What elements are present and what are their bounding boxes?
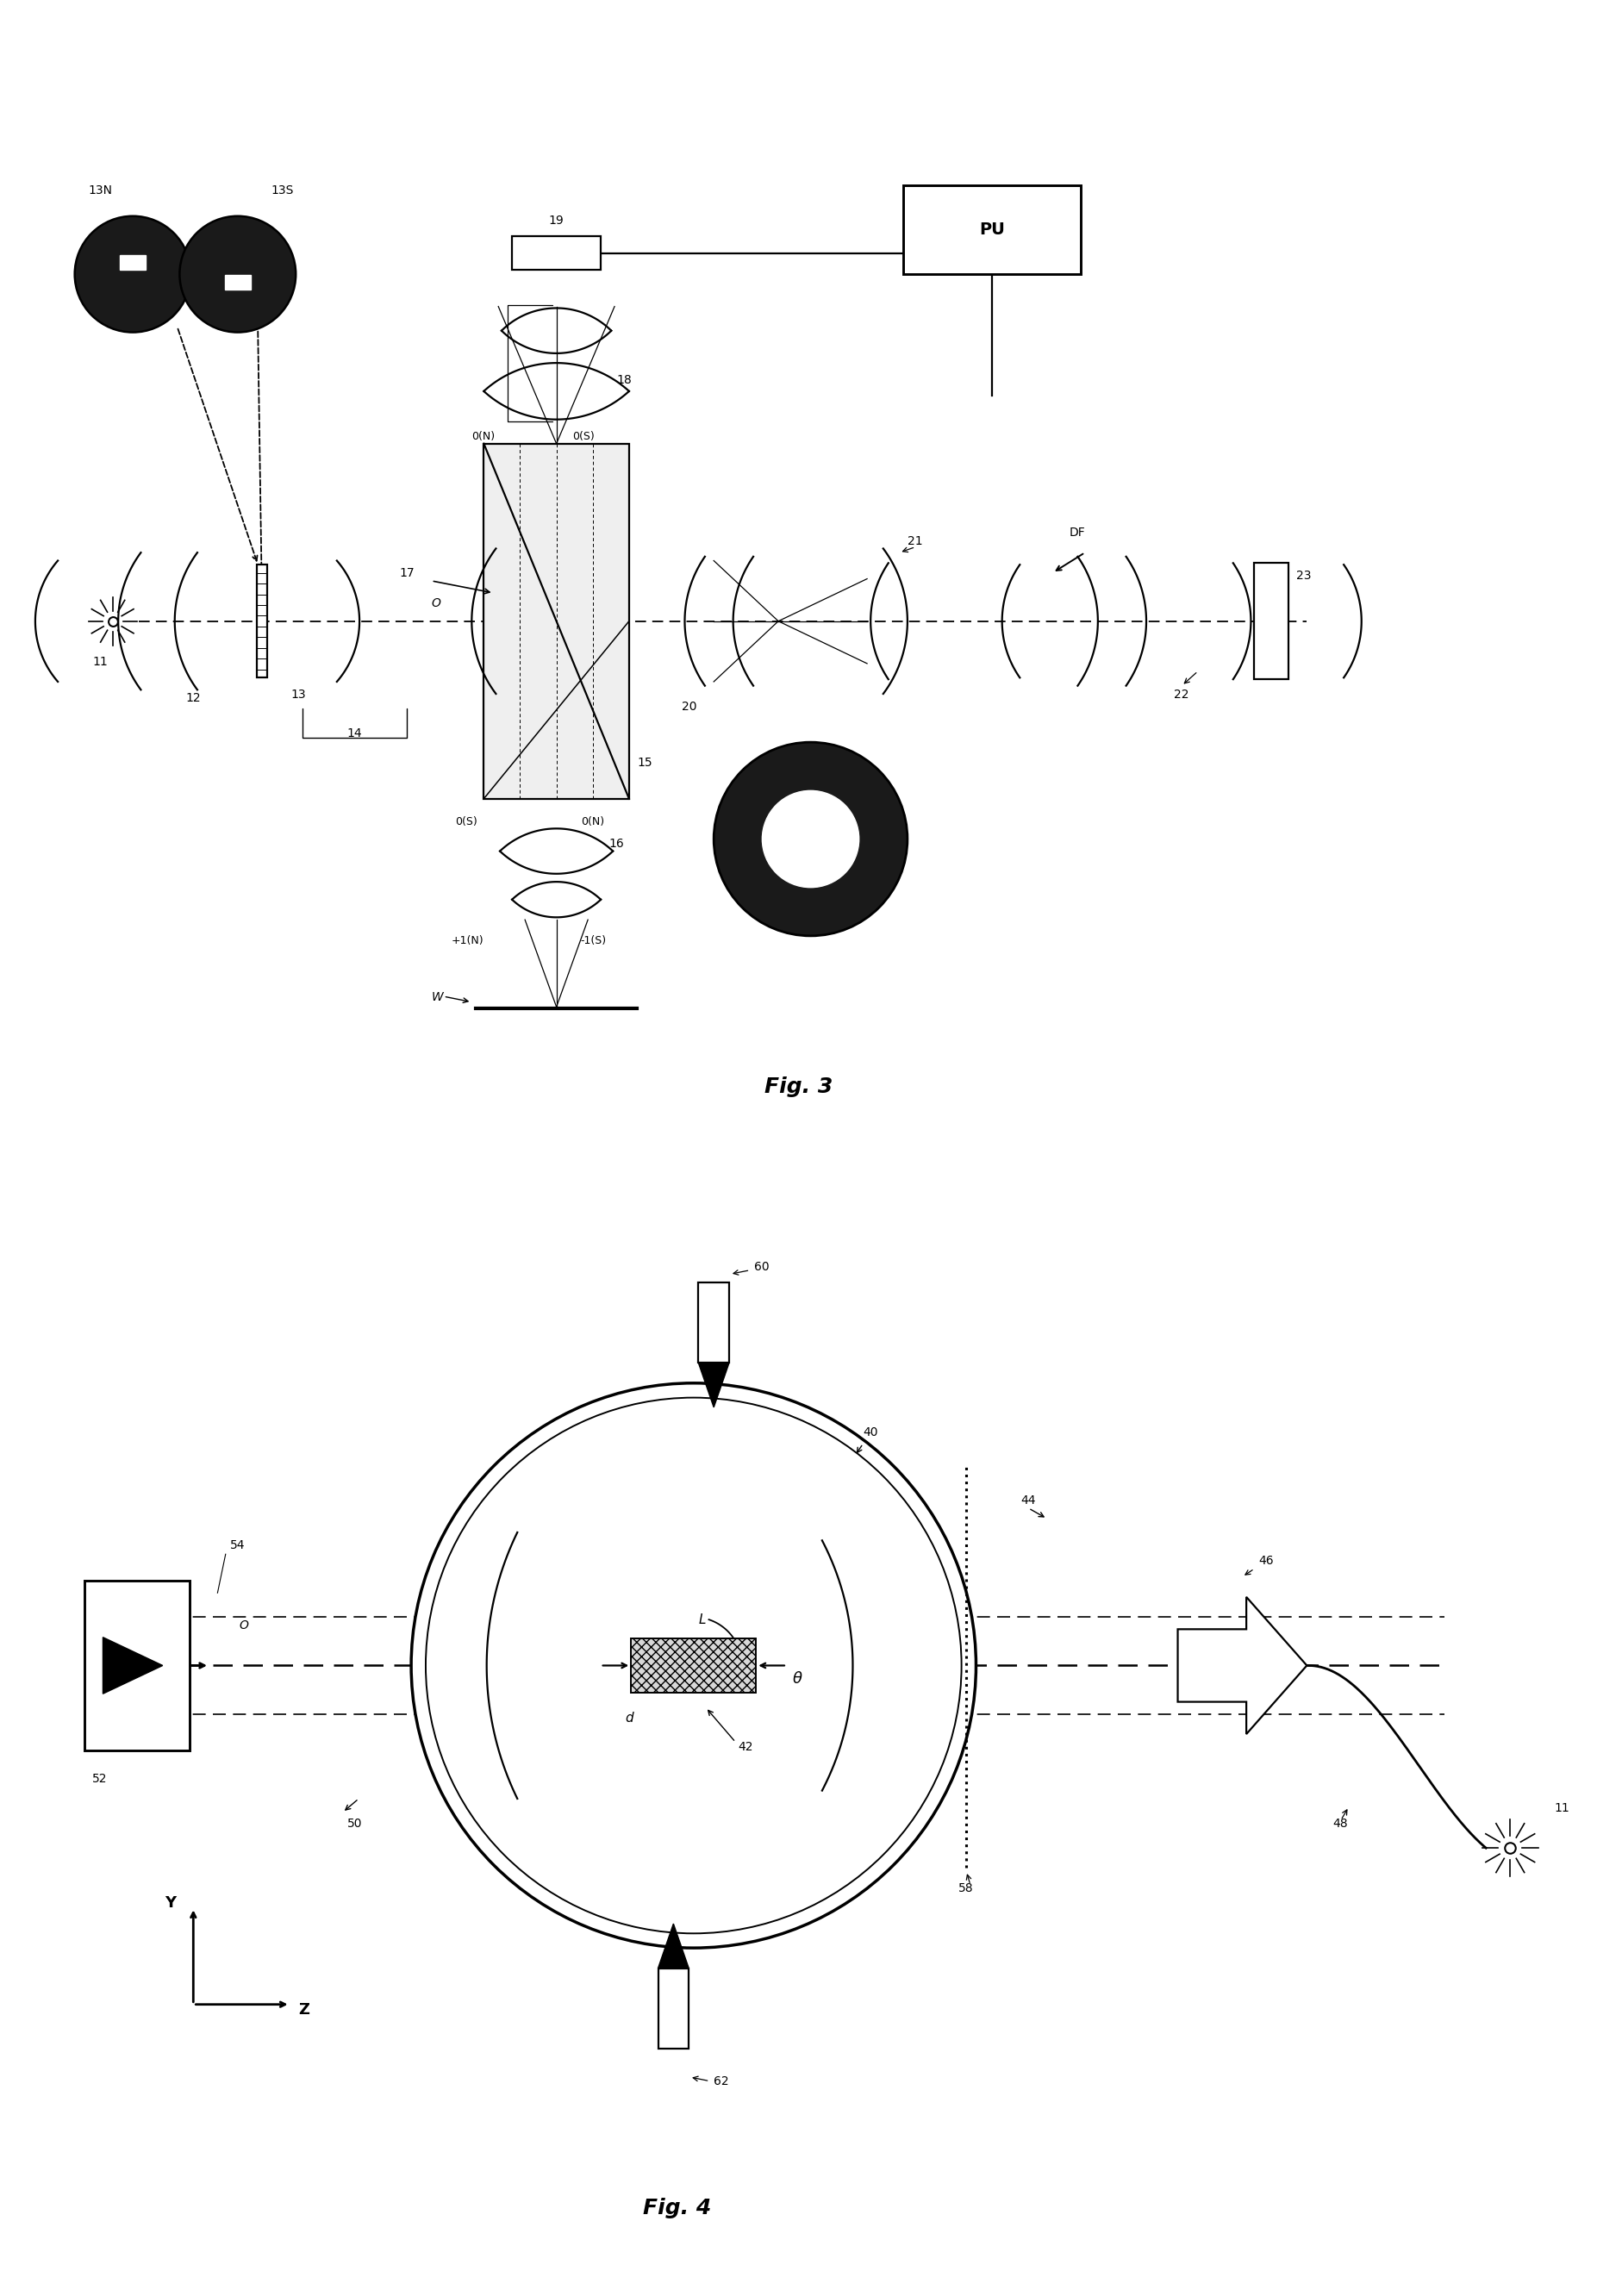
Text: 11: 11 — [93, 657, 109, 668]
Text: O: O — [240, 1619, 249, 1632]
Text: 20: 20 — [682, 700, 698, 712]
Text: Y: Y — [164, 1896, 176, 1910]
Text: 52: 52 — [93, 1773, 107, 1784]
Text: 22: 22 — [1174, 689, 1190, 700]
Text: 62: 62 — [714, 2076, 728, 2087]
Text: PU: PU — [979, 223, 1005, 239]
Text: S: S — [259, 643, 267, 654]
Text: 42: 42 — [738, 1740, 754, 1752]
Text: 15: 15 — [637, 758, 652, 769]
Text: 0(N): 0(N) — [471, 432, 495, 443]
Bar — [225, 276, 251, 289]
Bar — [120, 255, 145, 269]
Text: 60: 60 — [754, 1261, 770, 1272]
Bar — [631, 1637, 755, 1692]
Text: Fig. 3: Fig. 3 — [765, 1077, 832, 1097]
Text: 13S: 13S — [271, 184, 294, 195]
Text: 21: 21 — [909, 535, 923, 546]
Text: $\theta$: $\theta$ — [792, 1671, 803, 1688]
Circle shape — [410, 1382, 976, 1947]
Text: 40: 40 — [862, 1426, 878, 1437]
Circle shape — [714, 742, 907, 937]
Text: N: N — [259, 590, 267, 602]
Bar — [85, 1580, 190, 1750]
Polygon shape — [698, 1364, 730, 1407]
Text: 17: 17 — [399, 567, 414, 579]
Text: W: W — [431, 992, 444, 1003]
Polygon shape — [658, 1924, 688, 1968]
Text: 18: 18 — [616, 374, 632, 386]
Bar — [698, 1281, 730, 1364]
Text: 54: 54 — [230, 1538, 244, 1552]
Text: 14: 14 — [347, 728, 363, 739]
Text: 48: 48 — [1332, 1818, 1348, 1830]
Text: -1(S): -1(S) — [581, 934, 607, 946]
Text: 16: 16 — [608, 838, 624, 850]
Text: L: L — [698, 1614, 706, 1626]
Text: O: O — [431, 597, 441, 608]
Bar — [484, 443, 629, 799]
Text: 46: 46 — [1258, 1554, 1274, 1568]
Bar — [658, 1968, 688, 2048]
Text: 44: 44 — [1020, 1495, 1035, 1506]
Text: 13N: 13N — [88, 184, 113, 195]
Circle shape — [762, 790, 859, 889]
Text: Z: Z — [299, 2002, 310, 2018]
Bar — [1254, 563, 1289, 680]
Circle shape — [179, 216, 295, 333]
Text: 13: 13 — [291, 689, 305, 700]
Text: 0(N): 0(N) — [581, 815, 604, 827]
Text: d: d — [624, 1711, 634, 1724]
Circle shape — [75, 216, 192, 333]
Polygon shape — [1177, 1598, 1306, 1733]
Text: +1(N): +1(N) — [452, 934, 484, 946]
Text: 58: 58 — [958, 1883, 974, 1894]
Text: Fig. 4: Fig. 4 — [644, 2197, 712, 2218]
Text: 50: 50 — [347, 1818, 363, 1830]
Text: DF: DF — [1068, 528, 1084, 540]
Text: 23: 23 — [1297, 569, 1311, 581]
Text: 11: 11 — [1554, 1802, 1570, 1814]
Bar — [257, 565, 267, 677]
Text: 19: 19 — [549, 216, 564, 227]
Bar — [904, 186, 1081, 273]
Text: 12: 12 — [185, 693, 201, 705]
Polygon shape — [102, 1637, 163, 1694]
Bar — [513, 236, 600, 271]
Circle shape — [426, 1398, 961, 1933]
Text: 0(S): 0(S) — [573, 432, 594, 443]
Text: 0(S): 0(S) — [455, 815, 478, 827]
